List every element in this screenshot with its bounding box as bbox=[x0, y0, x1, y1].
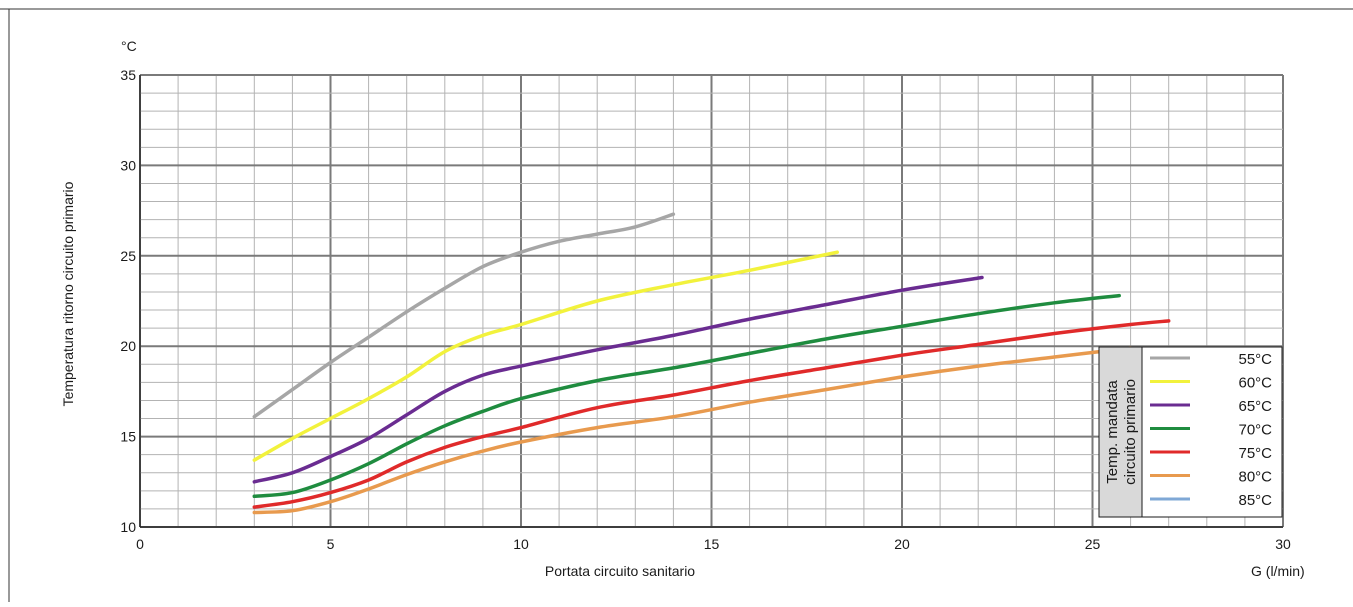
y-tick-label: 15 bbox=[120, 429, 136, 445]
x-tick-label: 25 bbox=[1085, 536, 1101, 552]
y-tick-label: 35 bbox=[120, 67, 136, 83]
y-tick-label: 20 bbox=[120, 338, 136, 354]
series-line-65 bbox=[252, 275, 984, 484]
series-lines bbox=[252, 212, 1171, 515]
x-tick-label: 10 bbox=[513, 536, 529, 552]
legend: Temp. mandata circuito primario 55°C 60°C… bbox=[1098, 346, 1283, 518]
x-tick-label: 5 bbox=[327, 536, 335, 552]
legend-label-80: 80°C bbox=[1238, 469, 1272, 486]
y-tick-label: 30 bbox=[120, 157, 136, 173]
x-axis-title: Portata circuito sanitario bbox=[545, 563, 695, 579]
legend-label-65: 65°C bbox=[1238, 398, 1272, 415]
series-line-80 bbox=[252, 346, 1133, 515]
y-axis-title: Temperatura ritorno circuito primario bbox=[60, 181, 76, 406]
series-line-75 bbox=[252, 319, 1171, 509]
x-unit-label: G (l/min) bbox=[1251, 563, 1305, 579]
legend-label-85: 85°C bbox=[1238, 492, 1272, 509]
y-unit-label: °C bbox=[121, 38, 137, 54]
x-tick-label: 15 bbox=[704, 536, 720, 552]
legend-label-70: 70°C bbox=[1238, 422, 1272, 439]
x-tick-label: 20 bbox=[894, 536, 910, 552]
x-tick-labels: 0 5 10 15 20 25 30 bbox=[136, 536, 1291, 552]
series-line-55 bbox=[252, 212, 676, 419]
legend-label-60: 60°C bbox=[1238, 375, 1272, 392]
y-tick-label: 25 bbox=[120, 248, 136, 264]
series-line-60 bbox=[252, 250, 839, 462]
x-tick-label: 30 bbox=[1275, 536, 1291, 552]
y-tick-label: 10 bbox=[120, 519, 136, 535]
legend-items: 55°C 60°C 65°C 70°C 75°C 80°C 85°C bbox=[1150, 351, 1272, 509]
legend-label-55: 55°C bbox=[1238, 351, 1272, 368]
y-tick-labels: 10 15 20 25 30 35 bbox=[120, 67, 136, 535]
legend-title-line1: Temp. mandata bbox=[1104, 380, 1121, 484]
legend-title-panel bbox=[1098, 346, 1143, 518]
series-line-70 bbox=[252, 293, 1121, 499]
x-tick-label: 0 bbox=[136, 536, 144, 552]
legend-title-line2: circuito primario bbox=[1122, 379, 1139, 485]
legend-label-75: 75°C bbox=[1238, 445, 1272, 462]
